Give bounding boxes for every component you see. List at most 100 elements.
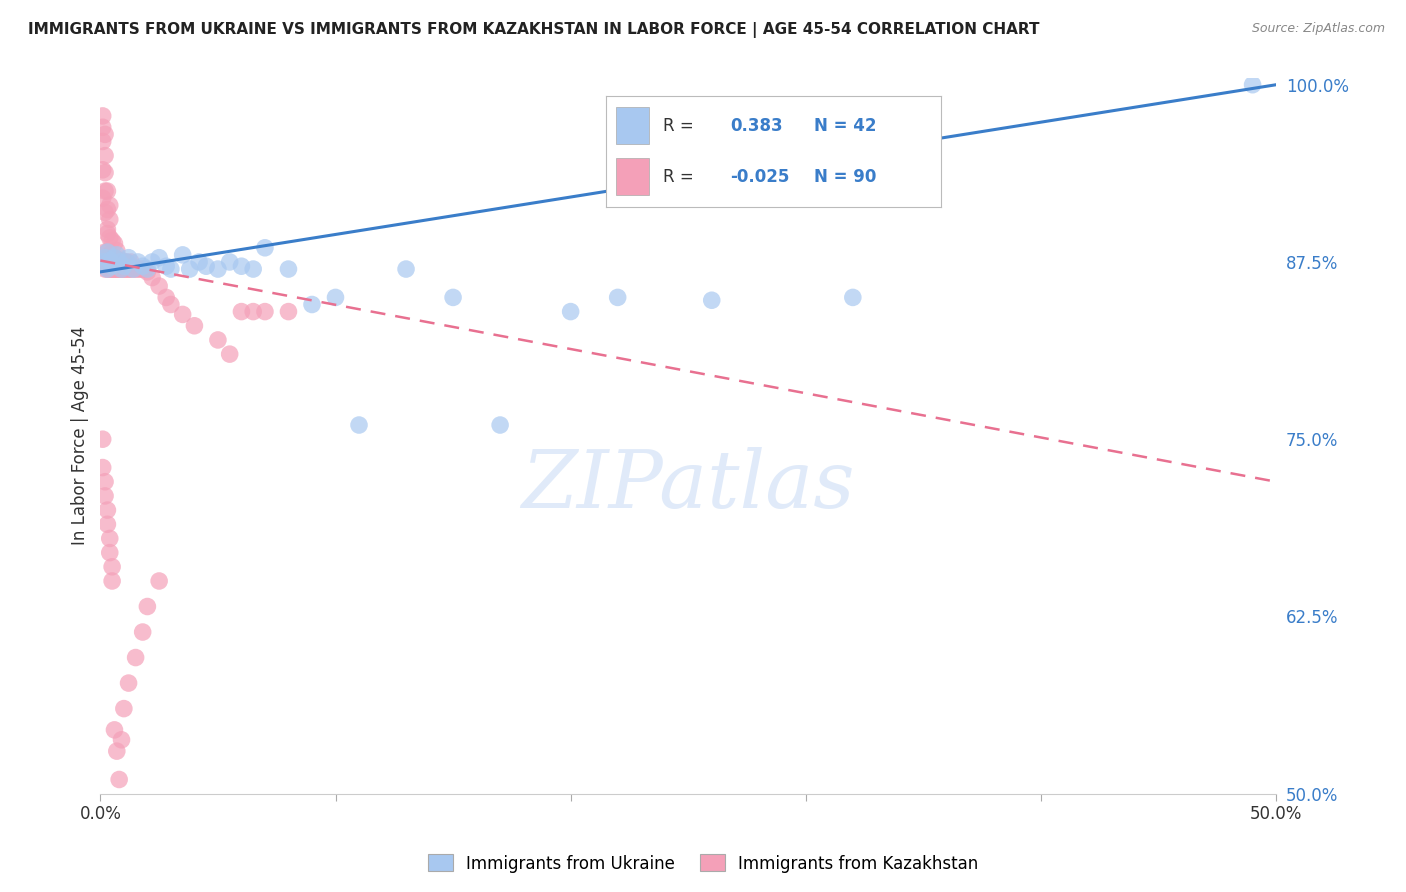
Point: [103, 236, 125, 251]
Point: [172, 248, 194, 262]
Point: [160, 262, 183, 277]
Point: [112, 256, 135, 270]
Point: [105, 253, 128, 268]
Point: [172, 307, 194, 321]
Point: [117, 262, 139, 277]
Point: [108, 262, 131, 277]
Point: [91, 135, 114, 149]
Point: [98, 262, 121, 277]
Point: [98, 262, 121, 277]
Point: [136, 599, 159, 614]
Point: [148, 251, 170, 265]
Point: [207, 262, 229, 277]
Point: [96, 262, 118, 277]
Point: [141, 270, 163, 285]
Point: [101, 251, 124, 265]
Point: [277, 304, 299, 318]
Point: [96, 222, 118, 236]
Point: [112, 259, 135, 273]
Point: [179, 262, 201, 277]
Point: [101, 234, 124, 248]
Point: [325, 290, 347, 304]
Point: [842, 290, 865, 304]
Point: [122, 262, 145, 277]
Point: [98, 546, 121, 560]
Point: [94, 475, 117, 489]
Point: [195, 259, 218, 273]
Point: [155, 290, 177, 304]
Point: [94, 166, 117, 180]
Point: [96, 227, 118, 241]
Point: [101, 574, 124, 588]
Point: [105, 262, 128, 277]
Point: [105, 248, 128, 262]
Point: [98, 532, 121, 546]
Point: [141, 255, 163, 269]
Point: [115, 255, 138, 269]
Point: [207, 333, 229, 347]
Y-axis label: In Labor Force | Age 45-54: In Labor Force | Age 45-54: [72, 326, 89, 545]
Point: [395, 262, 418, 277]
Point: [301, 297, 323, 311]
Point: [98, 212, 121, 227]
Point: [105, 244, 128, 258]
Point: [127, 262, 149, 277]
Point: [110, 262, 132, 277]
Point: [101, 559, 124, 574]
Point: [347, 417, 370, 432]
Point: [98, 253, 121, 268]
Point: [131, 625, 153, 640]
Point: [115, 255, 138, 269]
Point: [117, 256, 139, 270]
Legend: Immigrants from Ukraine, Immigrants from Kazakhstan: Immigrants from Ukraine, Immigrants from…: [420, 847, 986, 880]
Point: [96, 262, 118, 277]
Point: [441, 290, 464, 304]
Point: [94, 489, 117, 503]
Point: [105, 262, 128, 277]
Point: [103, 723, 125, 737]
Point: [91, 120, 114, 135]
Point: [96, 517, 118, 532]
Text: ZIPatlas: ZIPatlas: [522, 447, 855, 524]
Point: [253, 304, 276, 318]
Point: [94, 184, 117, 198]
Point: [101, 259, 124, 273]
Point: [253, 241, 276, 255]
Point: [96, 503, 118, 517]
Point: [94, 128, 117, 142]
Point: [124, 262, 146, 277]
Point: [98, 248, 121, 262]
Point: [94, 245, 117, 260]
Point: [98, 231, 121, 245]
Point: [242, 262, 264, 277]
Point: [136, 265, 159, 279]
Point: [120, 262, 142, 277]
Point: [110, 262, 132, 277]
Point: [136, 262, 159, 277]
Point: [129, 262, 152, 277]
Point: [242, 304, 264, 318]
Point: [231, 304, 253, 318]
Point: [96, 245, 118, 260]
Point: [91, 460, 114, 475]
Point: [94, 148, 117, 162]
Point: [108, 255, 131, 269]
Text: Source: ZipAtlas.com: Source: ZipAtlas.com: [1251, 22, 1385, 36]
Point: [103, 262, 125, 277]
Point: [218, 347, 240, 361]
Point: [127, 255, 149, 269]
Point: [110, 253, 132, 268]
Point: [108, 262, 131, 277]
Point: [96, 184, 118, 198]
Point: [131, 262, 153, 277]
Point: [112, 262, 135, 277]
Point: [131, 259, 153, 273]
Point: [115, 262, 138, 277]
Point: [101, 262, 124, 277]
Point: [700, 293, 723, 308]
Point: [96, 202, 118, 217]
Point: [134, 262, 156, 277]
Point: [1241, 78, 1264, 92]
Point: [122, 262, 145, 277]
Point: [112, 701, 135, 715]
